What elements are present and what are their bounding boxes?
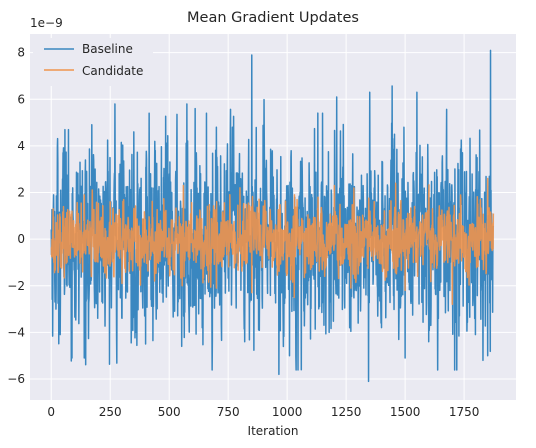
legend-label-baseline: Baseline — [82, 42, 133, 56]
x-tick-label: 1500 — [390, 405, 421, 419]
y-tick-label: 8 — [17, 46, 25, 60]
y-tick-label: −6 — [7, 372, 25, 386]
y-tick-label: 6 — [17, 92, 25, 106]
y-tick-label: −2 — [7, 279, 25, 293]
x-tick-label: 750 — [217, 405, 240, 419]
legend: Baseline Candidate — [33, 38, 153, 86]
x-tick-label: 250 — [99, 405, 122, 419]
y-tick-labels: −6 −4 −2 0 2 4 6 8 — [7, 46, 25, 386]
x-axis-label: Iteration — [248, 424, 299, 438]
x-tick-label: 500 — [158, 405, 181, 419]
y-tick-label: −4 — [7, 325, 25, 339]
legend-box — [33, 38, 153, 86]
legend-label-candidate: Candidate — [82, 64, 143, 78]
x-tick-label: 1000 — [272, 405, 303, 419]
series-layer — [50, 49, 495, 383]
y-tick-label: 0 — [17, 232, 25, 246]
x-tick-label: 1250 — [331, 405, 362, 419]
y-offset-text: 1e−9 — [30, 16, 63, 30]
y-tick-label: 4 — [17, 139, 25, 153]
x-tick-labels: 0 250 500 750 1000 1250 1500 1750 — [47, 405, 479, 419]
series-line-candidate — [50, 177, 495, 306]
x-tick-label: 1750 — [449, 405, 480, 419]
x-tick-label: 0 — [47, 405, 55, 419]
chart-title: Mean Gradient Updates — [187, 10, 359, 26]
y-tick-label: 2 — [17, 186, 25, 200]
